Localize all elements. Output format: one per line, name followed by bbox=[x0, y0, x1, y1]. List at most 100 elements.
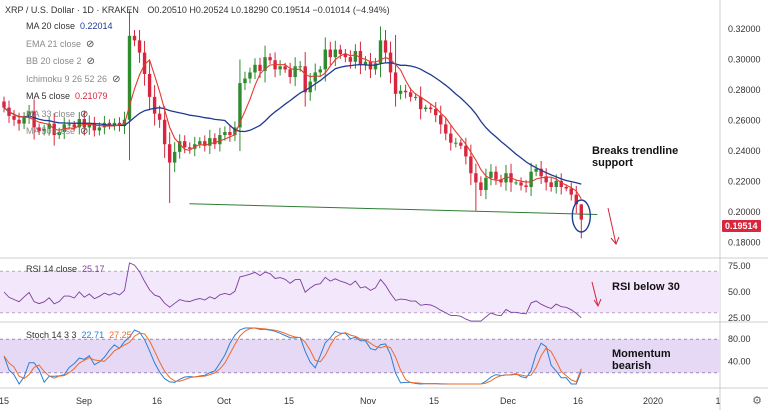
candle bbox=[559, 180, 563, 187]
candle bbox=[459, 142, 463, 146]
candle bbox=[413, 96, 418, 98]
candle bbox=[519, 182, 523, 186]
candle bbox=[469, 156, 473, 174]
candle bbox=[328, 49, 332, 58]
candle bbox=[97, 127, 102, 131]
candle bbox=[27, 111, 31, 118]
x-tick-label: 2020 bbox=[643, 396, 663, 406]
candle bbox=[223, 132, 227, 136]
candle bbox=[338, 49, 343, 55]
stoch-band bbox=[0, 339, 720, 373]
candle bbox=[479, 182, 483, 191]
stoch-tick-label: 80.00 bbox=[728, 334, 751, 344]
rsi-band bbox=[0, 271, 720, 313]
candle bbox=[348, 57, 353, 62]
candle bbox=[449, 133, 453, 143]
x-tick-label: Nov bbox=[360, 396, 377, 406]
candle bbox=[62, 124, 66, 132]
rsi-tick-label: 25.00 bbox=[728, 313, 751, 323]
x-tick-label: 16 bbox=[573, 396, 583, 406]
candle bbox=[198, 141, 202, 145]
candle bbox=[439, 115, 443, 125]
candle bbox=[539, 168, 543, 177]
candle bbox=[167, 144, 172, 163]
support-trendline bbox=[189, 203, 598, 215]
candle bbox=[278, 66, 282, 70]
candle bbox=[283, 66, 287, 70]
price-tick-label: 0.22000 bbox=[728, 177, 761, 187]
candle bbox=[434, 109, 438, 116]
candle bbox=[178, 141, 182, 152]
candle bbox=[378, 40, 383, 64]
candle bbox=[162, 119, 167, 145]
candle bbox=[383, 40, 388, 53]
candle bbox=[117, 122, 122, 126]
price-tick-label: 0.18000 bbox=[728, 238, 761, 248]
candle bbox=[258, 64, 262, 71]
candle bbox=[152, 96, 157, 114]
price-tick-label: 0.30000 bbox=[728, 54, 761, 64]
candle bbox=[172, 151, 177, 163]
x-tick-label: 15 bbox=[429, 396, 439, 406]
candle bbox=[494, 171, 498, 180]
candle bbox=[363, 61, 368, 65]
stoch-d-line bbox=[3, 327, 582, 385]
candle bbox=[444, 124, 448, 134]
candle bbox=[293, 66, 297, 78]
candle bbox=[454, 142, 458, 144]
candle bbox=[298, 66, 302, 68]
candle bbox=[107, 122, 112, 126]
candle bbox=[188, 147, 192, 149]
candle bbox=[2, 101, 6, 108]
candle bbox=[303, 66, 307, 93]
stoch-tick-label: 40.00 bbox=[728, 357, 751, 367]
candle bbox=[569, 188, 573, 195]
candle bbox=[579, 204, 583, 220]
x-tick-label: 15 bbox=[284, 396, 294, 406]
candle bbox=[353, 51, 358, 62]
candle bbox=[213, 138, 217, 145]
candle bbox=[142, 52, 147, 74]
candle bbox=[333, 49, 338, 58]
candle bbox=[288, 69, 292, 78]
x-tick-label: Oct bbox=[217, 396, 232, 406]
candle bbox=[157, 113, 162, 120]
candle bbox=[37, 127, 41, 132]
candle bbox=[47, 123, 51, 129]
candle bbox=[544, 176, 548, 183]
x-tick-label: Sep bbox=[76, 396, 92, 406]
ma20-line bbox=[3, 62, 582, 185]
candle bbox=[318, 69, 322, 73]
candle bbox=[524, 185, 528, 187]
rsi-tick-label: 75.00 bbox=[728, 261, 751, 271]
price-tick-label: 0.20000 bbox=[728, 207, 761, 217]
candle bbox=[484, 177, 488, 191]
rsi-tick-label: 50.00 bbox=[728, 287, 751, 297]
candle bbox=[42, 128, 46, 132]
candle bbox=[423, 107, 428, 110]
candle bbox=[408, 92, 413, 97]
candle bbox=[534, 168, 538, 172]
candle bbox=[87, 122, 92, 128]
candle bbox=[263, 57, 267, 71]
candle bbox=[203, 141, 207, 146]
candle bbox=[132, 35, 137, 41]
candle bbox=[504, 173, 508, 183]
candle bbox=[112, 122, 117, 126]
candle bbox=[323, 49, 327, 70]
candle bbox=[474, 173, 478, 183]
down-arrow-head bbox=[610, 236, 620, 245]
price-tick-label: 0.26000 bbox=[728, 116, 761, 126]
candle bbox=[499, 179, 503, 183]
candle bbox=[464, 145, 468, 157]
candle bbox=[72, 124, 76, 128]
rsi-line bbox=[3, 262, 582, 322]
candle bbox=[17, 119, 21, 124]
candle bbox=[228, 132, 232, 136]
candle bbox=[514, 182, 518, 184]
candle bbox=[22, 117, 26, 124]
candle bbox=[574, 194, 578, 205]
candle bbox=[208, 138, 212, 146]
candle bbox=[373, 63, 378, 70]
